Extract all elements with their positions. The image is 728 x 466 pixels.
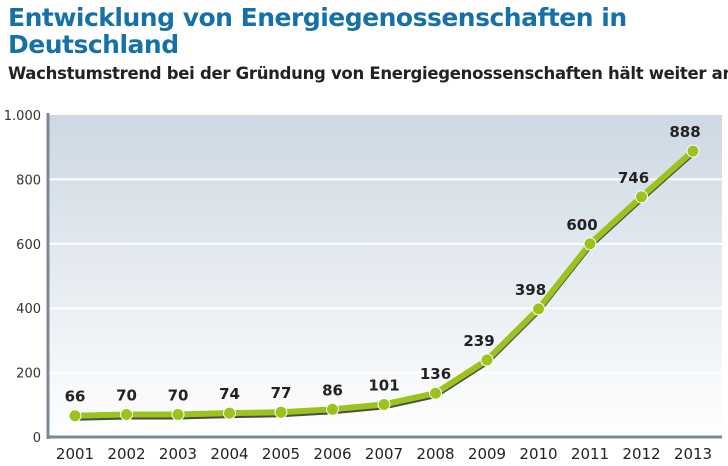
data-point [532, 302, 545, 316]
x-tick-label: 2008 [416, 445, 454, 463]
y-tick-label: 600 [16, 238, 41, 253]
chart-title: Entwicklung von Energiegenossenschaften … [8, 3, 627, 59]
data-label: 398 [515, 281, 546, 299]
x-tick-label: 2005 [262, 445, 300, 463]
x-tick-label: 2001 [56, 445, 94, 463]
data-point [171, 407, 185, 421]
data-label: 86 [322, 381, 343, 399]
data-label: 70 [168, 386, 189, 404]
y-tick-label: 200 [16, 367, 41, 382]
y-tick-label: 0 [33, 431, 41, 446]
y-tick-label: 800 [16, 173, 41, 188]
x-tick-label: 2002 [107, 445, 145, 463]
data-point [686, 144, 700, 158]
data-label: 239 [463, 332, 494, 350]
y-tick-label: 1.000 [4, 109, 41, 124]
data-point [223, 406, 236, 420]
data-label: 74 [219, 385, 240, 403]
data-point [274, 405, 288, 419]
data-label: 101 [368, 376, 399, 394]
x-tick-label: 2004 [210, 445, 248, 463]
x-tick-label: 2006 [313, 445, 351, 463]
x-tick-label: 2003 [159, 445, 197, 463]
plot-background [48, 115, 722, 437]
data-label: 77 [271, 384, 292, 402]
x-tick-label: 2011 [571, 445, 609, 463]
data-label: 136 [420, 365, 451, 383]
data-point [326, 402, 339, 416]
y-tick-label: 400 [16, 302, 41, 317]
data-point [377, 397, 391, 411]
data-point [429, 386, 442, 400]
data-label: 66 [65, 388, 86, 406]
data-point [480, 353, 494, 367]
x-tick-label: 2009 [468, 445, 506, 463]
x-tick-label: 2007 [365, 445, 403, 463]
data-label: 888 [669, 123, 700, 141]
x-tick-label: 2010 [519, 445, 557, 463]
data-point [120, 407, 133, 421]
data-point [635, 190, 648, 204]
data-label: 746 [618, 169, 649, 187]
data-label: 600 [566, 216, 597, 234]
chart-subtitle: Wachstumstrend bei der Gründung von Ener… [8, 64, 728, 83]
x-tick-label: 2013 [674, 445, 712, 463]
data-label: 70 [116, 386, 137, 404]
data-point [68, 409, 82, 423]
x-tick-label: 2012 [622, 445, 660, 463]
data-point [583, 237, 597, 251]
